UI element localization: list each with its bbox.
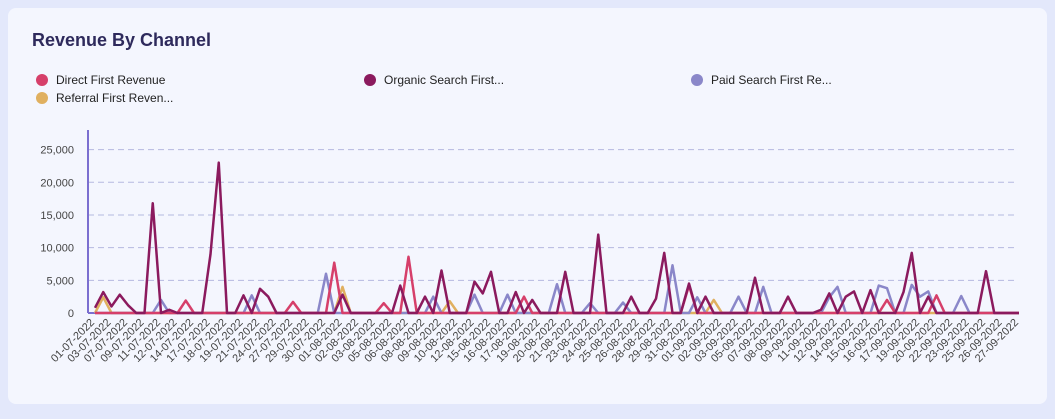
y-tick-label: 10,000 (40, 243, 74, 255)
legend-label: Organic Search First... (384, 73, 504, 87)
chart-title: Revenue By Channel (32, 30, 211, 50)
series-line (93, 161, 1019, 315)
legend-label: Direct First Revenue (56, 73, 166, 87)
y-tick-label: 25,000 (40, 145, 74, 157)
y-tick-label: 5,000 (46, 275, 74, 287)
legend-swatch (36, 92, 48, 104)
y-tick-label: 20,000 (40, 177, 74, 189)
y-tick-label: 0 (68, 308, 74, 320)
legend-label: Paid Search First Re... (711, 73, 832, 87)
legend-label: Referral First Reven... (56, 91, 173, 105)
y-tick-label: 15,000 (40, 210, 74, 222)
card (8, 8, 1047, 404)
legend-swatch (364, 74, 376, 86)
legend-swatch (691, 74, 703, 86)
legend-swatch (36, 74, 48, 86)
